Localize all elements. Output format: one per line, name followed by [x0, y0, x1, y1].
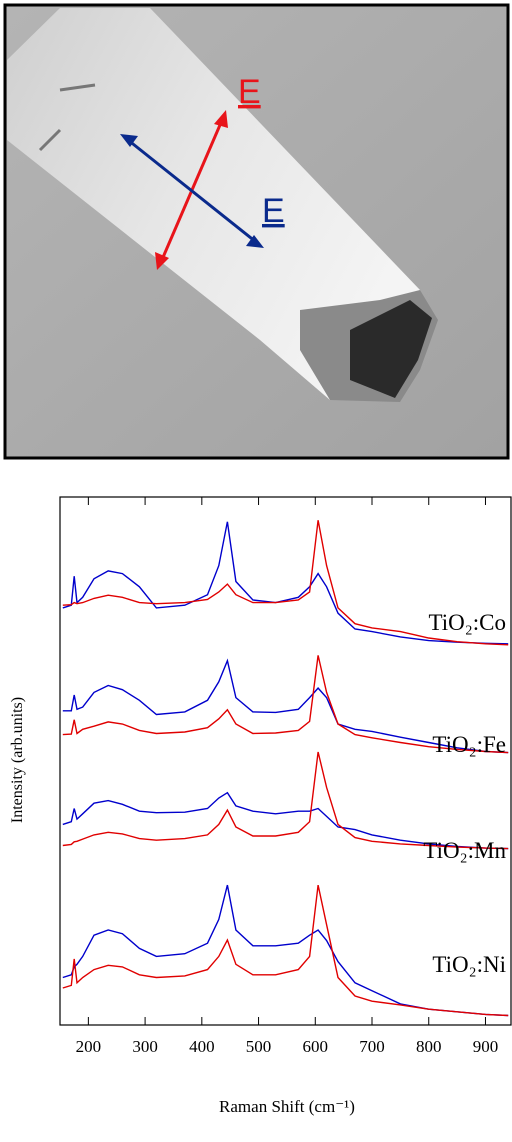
sample-label: TiO₂:Co [429, 610, 507, 635]
polarization-label: E [262, 192, 285, 230]
raman-chart: Raman Shift (cm⁻¹) Intensity (arb.units)… [9, 497, 511, 1116]
x-tick-label: 900 [473, 1037, 499, 1056]
sample-label: TiO₂:Fe [432, 732, 506, 757]
x-tick-label: 700 [359, 1037, 385, 1056]
x-tick-label: 800 [416, 1037, 442, 1056]
polarization-label: E [238, 73, 261, 111]
photo: E E [5, 5, 508, 458]
y-axis-label: Intensity (arb.units) [9, 697, 26, 823]
x-axis-label: Raman Shift (cm⁻¹) [219, 1097, 355, 1116]
plot-frame [60, 497, 511, 1025]
x-tick-label: 300 [132, 1037, 158, 1056]
x-tick-label: 500 [246, 1037, 272, 1056]
spectrum-line [63, 885, 508, 1015]
figure: E E Raman Shift (cm⁻¹) Intensity (arb.un… [0, 0, 512, 1142]
x-tick-label: 200 [76, 1037, 102, 1056]
spectrum-line [63, 885, 508, 1015]
sample-label: TiO₂:Mn [423, 838, 506, 863]
x-tick-label: 600 [303, 1037, 329, 1056]
sample-label: TiO₂:Ni [432, 952, 506, 977]
x-tick-label: 400 [189, 1037, 215, 1056]
spectrum-line [63, 752, 508, 849]
